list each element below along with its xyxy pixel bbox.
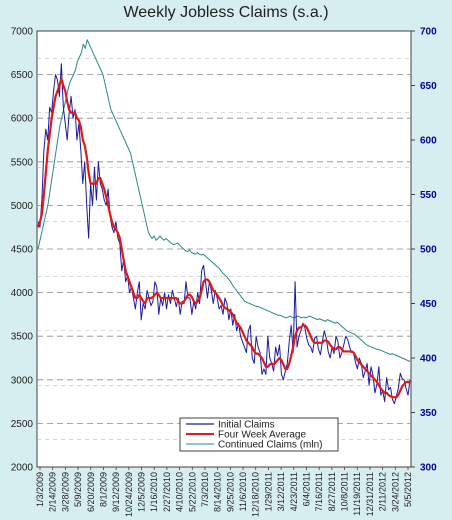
x-tick-label: 7/16/2011 [314,472,324,511]
x-tick-label: 12/5/2009 [137,472,147,512]
x-tick-label: 10/8/2011 [340,472,350,511]
right-tick-label: 550 [420,190,437,201]
left-tick-label: 3500 [11,332,34,343]
x-tick-label: 11/19/2011 [352,472,362,516]
left-tick-label: 7000 [11,27,34,38]
left-tick-label: 3000 [11,375,34,386]
left-tick-label: 5000 [11,201,34,212]
right-tick-label: 500 [420,245,437,256]
x-tick-label: 5/22/2010 [187,472,197,512]
x-tick-label: 2/11/2012 [378,472,388,511]
left-tick-label: 6500 [11,70,34,81]
legend-label-four-week-average: Four Week Average [218,430,306,441]
right-tick-label: 600 [420,136,437,147]
x-tick-label: 3/28/2009 [60,472,70,512]
left-tick-label: 4000 [11,288,34,299]
legend: Initial Claims Four Week Average Continu… [179,417,339,452]
right-tick-label: 400 [420,354,437,365]
x-tick-label: 8/1/2009 [98,472,108,507]
right-tick-label: 650 [420,81,437,92]
right-axis: 300 350 400 450 500 550 600 650 700 [411,27,437,474]
x-tick-label: 9/25/2010 [225,472,235,512]
x-tick-label: 1/16/2010 [149,472,159,512]
x-tick-label: 3/24/2012 [390,472,400,512]
legend-label-continued-claims: Continued Claims (mln) [218,440,322,451]
left-tick-label: 2000 [11,463,34,474]
series-continued-claims [37,39,411,362]
x-tick-label: 3/12/2011 [276,472,286,511]
x-tick-label: 8/27/2011 [327,472,337,511]
series-four-week-average [36,77,411,399]
gridlines [37,57,411,441]
x-tick-label: 4/10/2010 [175,472,185,512]
left-axis: 2000 2500 3000 3500 4000 4500 5000 5500 6000 6500… [11,27,34,474]
left-tick-label: 2500 [11,419,34,430]
right-tick-label: 700 [420,27,437,38]
right-tick-label: 300 [420,463,437,474]
chart-title: Weekly Jobless Claims (s.a.) [123,4,328,21]
x-tick-label: 6/20/2009 [86,472,96,512]
x-tick-label: 1/3/2009 [35,472,45,507]
right-tick-label: 450 [420,299,437,310]
x-tick-label: 12/31/2011 [365,472,375,516]
x-tick-label: 2/27/2010 [162,472,172,512]
x-tick-label: 11/6/2010 [238,472,248,511]
left-tick-label: 5500 [11,157,34,168]
x-axis: 1/3/2009 2/14/2009 3/28/2009 5/9/2009 6/20/2… [35,467,413,517]
x-tick-label: 5/5/2012 [403,472,413,507]
x-tick-label: 9/12/2009 [111,472,121,512]
x-tick-label: 7/3/2010 [200,472,210,507]
x-tick-label: 12/18/2010 [251,472,261,517]
right-tick-label: 350 [420,408,437,419]
x-tick-label: 4/23/2011 [289,472,299,511]
x-tick-label: 8/14/2010 [213,472,223,512]
x-tick-label: 6/4/2011 [301,472,311,506]
series-layer [36,39,411,405]
left-tick-label: 4500 [11,245,34,256]
plot-area [36,30,412,468]
legend-label-initial-claims: Initial Claims [218,420,275,431]
left-tick-label: 6000 [11,114,34,125]
x-tick-label: 1/29/2011 [263,472,273,511]
x-tick-label: 10/24/2009 [124,472,134,517]
x-tick-label: 5/9/2009 [73,472,83,507]
x-tick-label: 2/14/2009 [48,472,58,512]
